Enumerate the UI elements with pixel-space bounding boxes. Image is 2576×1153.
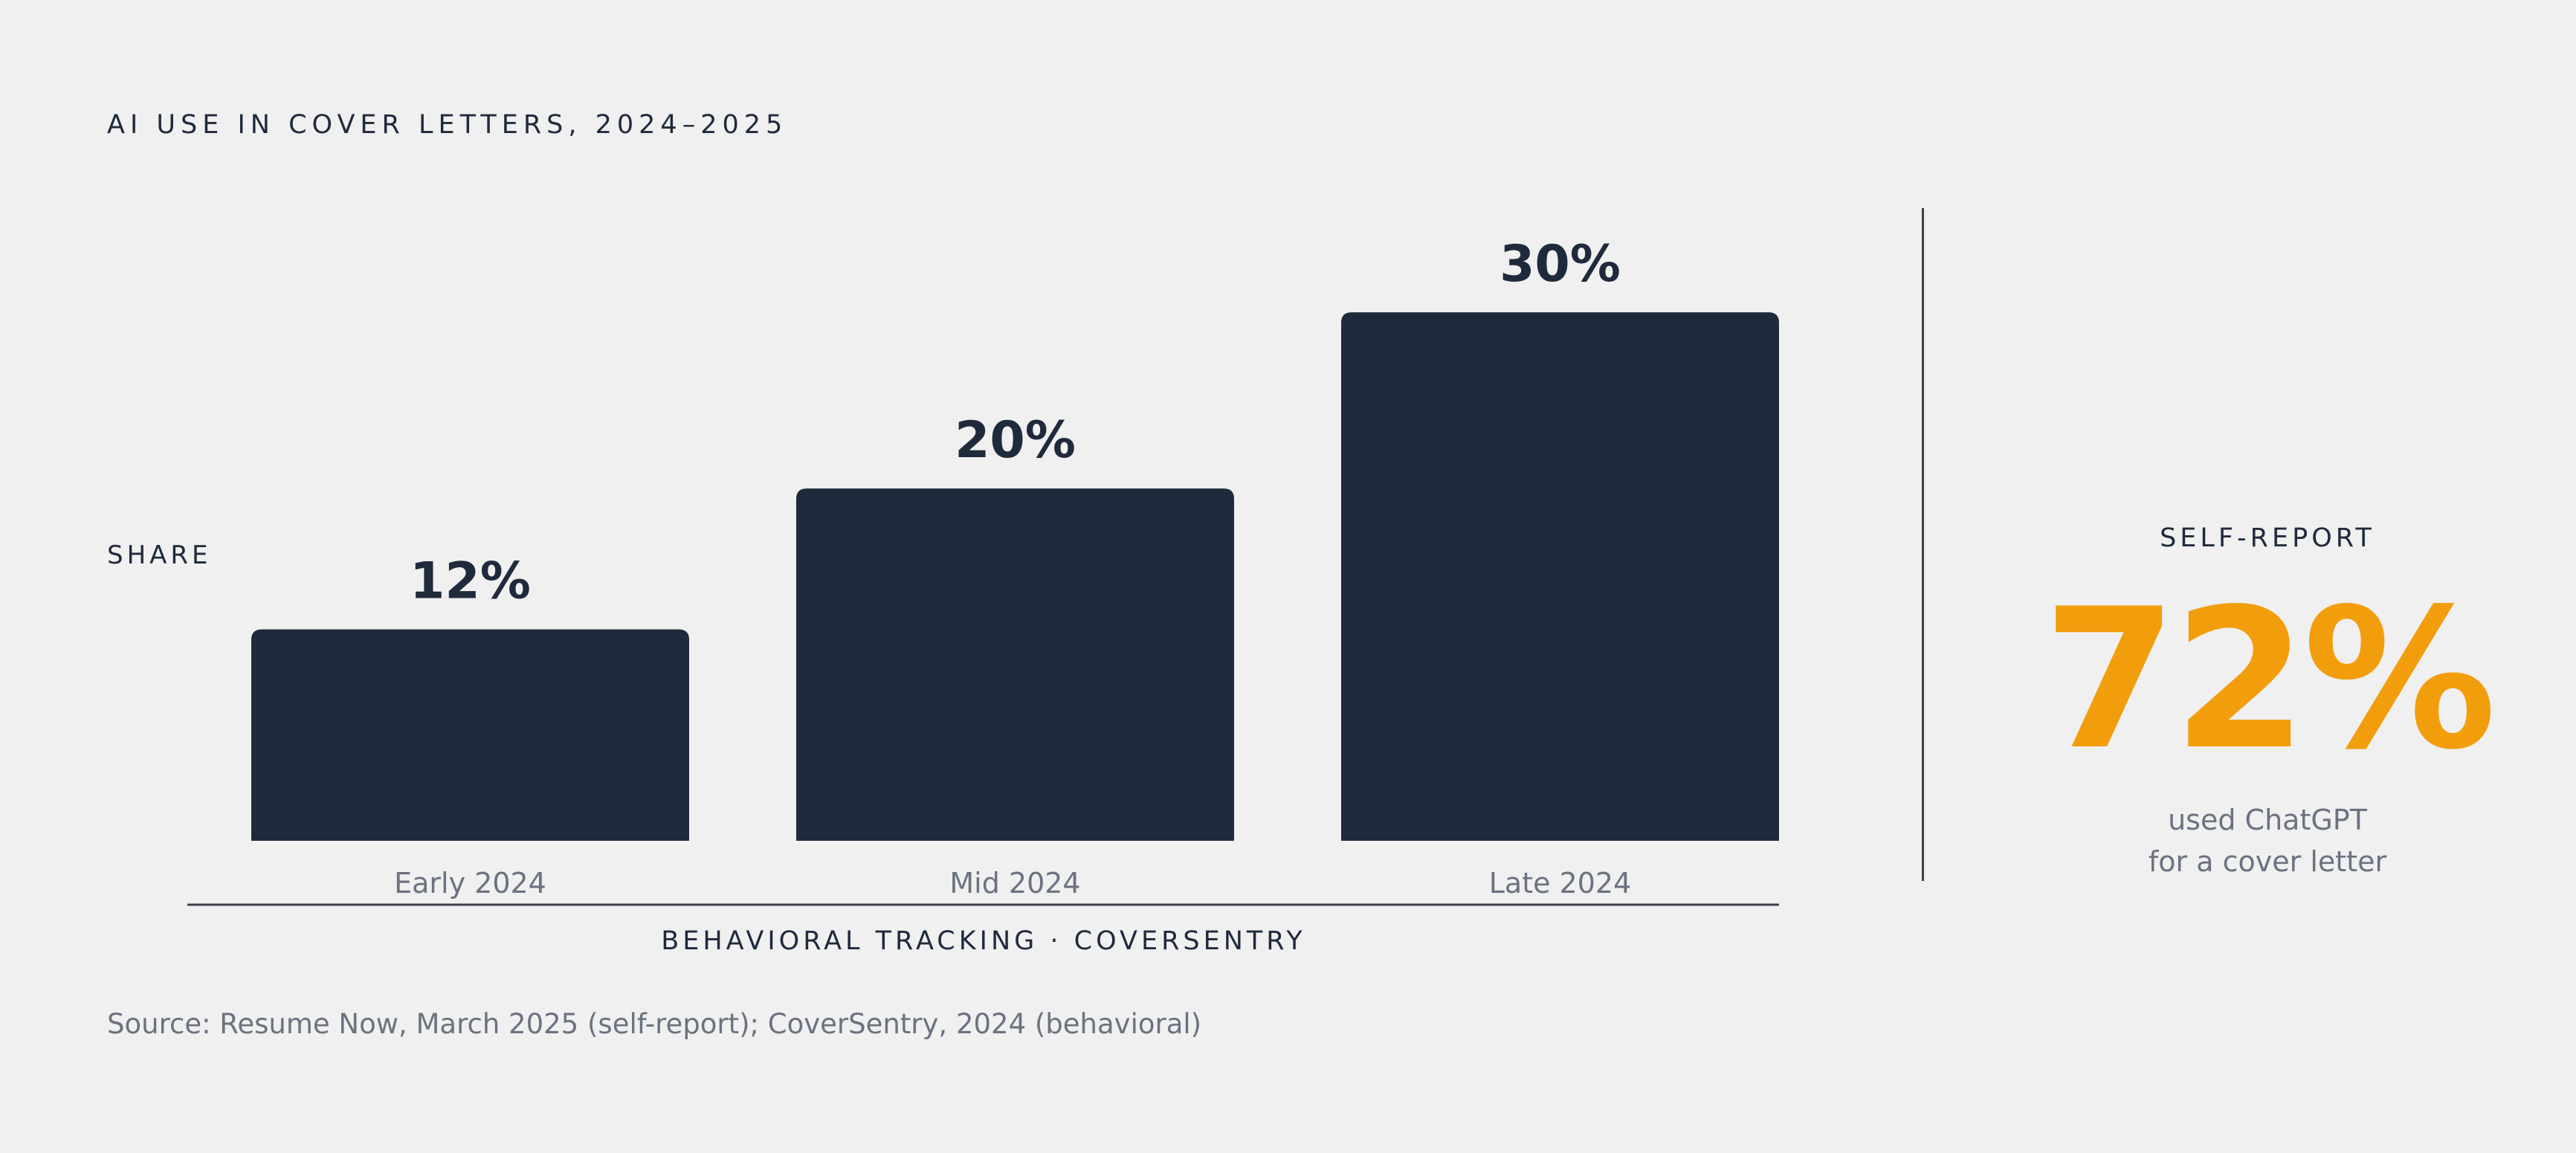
chart-title: AI USE IN COVER LETTERS, 2024–2025 — [107, 110, 788, 140]
data-label: 30% — [1500, 235, 1621, 294]
bar-mid-2024 — [796, 488, 1234, 841]
x-axis-title: BEHAVIORAL TRACKING · COVERSENTRY — [661, 926, 1306, 956]
y-axis-label: SHARE — [107, 540, 212, 570]
bar-chart: 12% Early 2024 20% Mid 2024 30% Late 2024 — [187, 235, 1779, 906]
bar-late-2024 — [1341, 312, 1779, 842]
data-label: 12% — [410, 552, 531, 611]
x-tick-label: Mid 2024 — [949, 867, 1080, 900]
callout-value: 72% — [2042, 568, 2496, 792]
source-note: Source: Resume Now, March 2025 (self-rep… — [107, 1008, 1202, 1040]
callout-desc-line-1: used ChatGPT — [2168, 804, 2367, 836]
vertical-divider — [1922, 208, 1924, 881]
x-tick-label: Late 2024 — [1489, 867, 1632, 900]
callout-label: SELF-REPORT — [2160, 523, 2375, 553]
x-tick-label: Early 2024 — [394, 867, 546, 900]
bar-early-2024 — [251, 629, 689, 841]
callout-description: used ChatGPT for a cover letter — [1933, 799, 2576, 882]
callout-desc-line-2: for a cover letter — [2148, 845, 2387, 878]
data-label: 20% — [955, 411, 1076, 470]
